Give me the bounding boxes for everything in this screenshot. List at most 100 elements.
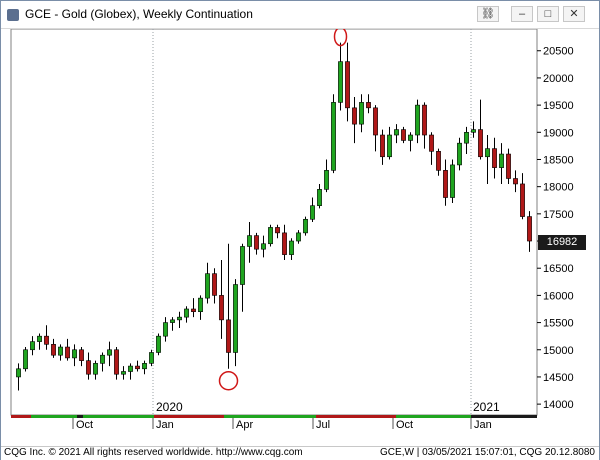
candle-down xyxy=(86,360,91,375)
y-tick-label: 18000 xyxy=(543,182,574,194)
candle-up xyxy=(471,129,476,133)
candle-down xyxy=(51,344,56,356)
x-tick-label: Jan xyxy=(156,419,174,431)
session-strip-segment xyxy=(77,415,83,418)
candle-up xyxy=(142,363,147,370)
x-tick-label: Oct xyxy=(76,419,93,431)
candle-down xyxy=(429,134,434,152)
candle-down xyxy=(191,308,196,313)
minimize-icon: – xyxy=(518,8,526,20)
session-strip-segment xyxy=(316,415,396,418)
candle-up xyxy=(156,335,161,353)
candle-up xyxy=(359,102,364,125)
candle-up xyxy=(247,235,252,247)
candle-up xyxy=(485,148,490,158)
candle-up xyxy=(464,131,469,144)
candle-up xyxy=(205,273,210,299)
y-tick-label: 14500 xyxy=(543,372,574,384)
x-tick-label: Apr xyxy=(236,419,253,431)
y-tick-label: 18500 xyxy=(543,154,574,166)
candle-up xyxy=(450,164,455,198)
candle-up xyxy=(499,153,504,168)
candle-down xyxy=(380,134,385,158)
candle-up xyxy=(100,354,105,364)
year-label: 2021 xyxy=(473,400,500,414)
status-bar: CQG Inc. © 2021 All rights reserved worl… xyxy=(1,446,599,460)
candle-up xyxy=(408,134,413,141)
low-marker-circle xyxy=(218,371,239,391)
candle-down xyxy=(492,148,497,168)
candle-up xyxy=(184,308,189,318)
candle-up xyxy=(198,297,203,313)
high-marker-circle xyxy=(333,29,348,47)
x-tick-label: Jul xyxy=(316,419,330,431)
candle-up xyxy=(331,102,336,171)
candle-down xyxy=(79,349,84,361)
x-tick-label: Oct xyxy=(396,419,413,431)
candle-up xyxy=(317,189,322,206)
candle-down xyxy=(401,129,406,141)
y-tick-label: 20000 xyxy=(543,73,574,85)
candle-down xyxy=(443,170,448,198)
title-bar[interactable]: GCE - Gold (Globex), Weekly Continuation… xyxy=(1,1,599,29)
candle-up xyxy=(303,218,308,234)
candle-down xyxy=(135,365,140,370)
candle-up xyxy=(23,349,28,370)
candle-up xyxy=(457,142,462,166)
candle-down xyxy=(212,273,217,296)
candle-up xyxy=(163,322,168,337)
candle-up xyxy=(107,349,112,356)
candle-up xyxy=(324,170,329,190)
candle-up xyxy=(30,341,35,351)
candle-up xyxy=(170,319,175,323)
plot-area xyxy=(10,29,538,416)
last-price-label: 16982 xyxy=(538,235,586,250)
candle-up xyxy=(37,335,42,342)
candle-down xyxy=(226,319,231,353)
x-tick-label: Jan xyxy=(474,419,492,431)
candle-up xyxy=(387,134,392,158)
close-button[interactable]: ✕ xyxy=(563,6,585,22)
status-info: GCE,W | 03/05/2021 15:07:01, CQG 20.12.8… xyxy=(380,447,595,458)
candle-up xyxy=(58,346,63,356)
candle-down xyxy=(345,61,350,109)
candle-up xyxy=(296,232,301,242)
candle-up xyxy=(128,365,133,372)
candle-up xyxy=(121,371,126,375)
candle-down xyxy=(506,153,511,179)
maximize-icon: □ xyxy=(544,8,552,20)
candle-down xyxy=(527,216,532,242)
candle-down xyxy=(366,102,371,109)
y-tick-label: 19500 xyxy=(543,100,574,112)
candle-up xyxy=(268,227,273,245)
candle-down xyxy=(352,107,357,125)
candle-down xyxy=(275,227,280,234)
candle-up xyxy=(310,205,315,220)
y-tick-label: 14000 xyxy=(543,399,574,411)
year-label: 2020 xyxy=(156,400,183,414)
candle-up xyxy=(177,316,182,321)
candle-down xyxy=(422,104,427,136)
candle-down xyxy=(114,349,119,375)
y-tick-label: 16500 xyxy=(543,263,574,275)
candle-down xyxy=(65,346,70,359)
candle-up xyxy=(289,240,294,255)
candle-up xyxy=(240,246,245,285)
candle-up xyxy=(149,352,154,364)
session-strip-segment xyxy=(239,415,279,418)
price-chart[interactable]: 1400014500150001550016000165001700017500… xyxy=(1,29,599,446)
session-strip-segment xyxy=(154,415,224,418)
candle-down xyxy=(373,107,378,136)
copyright-text: CQG Inc. © 2021 All rights reserved worl… xyxy=(4,447,303,458)
candle-up xyxy=(261,243,266,250)
candle-down xyxy=(254,235,259,250)
session-strip-segment xyxy=(471,415,537,418)
y-tick-label: 19000 xyxy=(543,127,574,139)
y-tick-label: 17500 xyxy=(543,209,574,221)
link-button[interactable]: ⛓ xyxy=(477,6,499,22)
minimize-button[interactable]: – xyxy=(511,6,533,22)
maximize-button[interactable]: □ xyxy=(537,6,559,22)
candle-down xyxy=(436,151,441,171)
y-tick-label: 15500 xyxy=(543,318,574,330)
